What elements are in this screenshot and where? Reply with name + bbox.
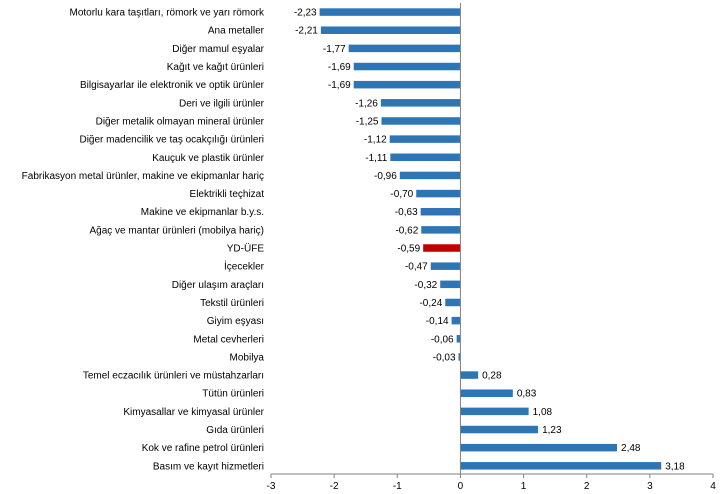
bar: [380, 99, 461, 107]
x-tick-label: 4: [710, 481, 716, 492]
value-label: -0,06: [431, 334, 454, 345]
labels-layer: Motorlu kara taşıtları, römork ve yarı r…: [22, 8, 685, 473]
bar: [460, 443, 618, 452]
value-label: -0,63: [395, 207, 418, 218]
bar: [458, 353, 461, 361]
bar: [440, 280, 461, 289]
value-label: -0,47: [405, 262, 428, 273]
category-label: Kağıt ve kağıt ürünleri: [167, 62, 264, 73]
category-label: Tütün ürünleri: [202, 389, 264, 400]
category-label: Diğer madencilik ve taş ocakçılığı ürünl…: [79, 135, 264, 146]
x-tick-label: -1: [393, 481, 402, 492]
bar: [460, 389, 513, 397]
bar: [445, 298, 461, 307]
value-label: -0,96: [374, 171, 397, 182]
bar: [353, 62, 461, 71]
value-label: -0,32: [414, 280, 437, 291]
value-label: -0,62: [395, 225, 418, 236]
x-tick-label: 2: [584, 481, 590, 492]
value-label: 0,28: [482, 371, 502, 382]
bar: [390, 153, 461, 162]
value-label: -0,03: [433, 352, 456, 363]
bar: [430, 262, 461, 270]
category-label: Elektrikli teçhizat: [190, 189, 265, 200]
category-label: Basım ve kayıt hizmetleri: [153, 461, 264, 472]
x-tick-label: 0: [458, 481, 464, 492]
value-label: 0,83: [517, 389, 537, 400]
category-label: Makine ve ekipmanlar b.y.s.: [141, 207, 264, 218]
bar: [456, 335, 461, 343]
bar: [460, 371, 479, 379]
bar: [460, 407, 529, 416]
bar: [353, 80, 461, 89]
bar: [423, 244, 461, 252]
category-label: Diğer ulaşım araçları: [172, 280, 264, 291]
bars-layer: [319, 8, 662, 470]
value-label: -1,69: [328, 80, 351, 91]
category-label: YD-ÜFE: [227, 243, 265, 255]
x-tick-label: 1: [521, 481, 527, 492]
value-label: 2,48: [621, 443, 641, 454]
category-label: Ana metaller: [208, 26, 265, 37]
bar: [460, 425, 539, 434]
value-label: -0,14: [426, 316, 449, 327]
value-label: -1,69: [328, 62, 351, 73]
category-label: Kok ve rafine petrol ürünleri: [142, 443, 264, 454]
bar: [451, 316, 461, 325]
value-label: -0,59: [397, 244, 420, 255]
value-label: 3,18: [665, 461, 685, 472]
value-label: -0,24: [419, 298, 442, 309]
category-label: Kauçuk ve plastik ürünler: [152, 153, 264, 164]
category-label: Diğer metalik olmayan mineral ürünler: [96, 116, 265, 127]
axis-layer: -3 -2 -1 0 1 2 3 4: [267, 3, 716, 492]
x-tick-label: -2: [330, 481, 339, 492]
category-label: Kimyasallar ve kimyasal ürünler: [123, 407, 264, 418]
value-label: -2,21: [295, 26, 318, 37]
value-label: -1,12: [364, 135, 387, 146]
bar: [416, 189, 461, 198]
bar: [381, 117, 461, 125]
bar: [348, 44, 461, 53]
category-label: Bilgisayarlar ile elektronik ve optik ür…: [80, 80, 265, 91]
category-label: Temel eczacılık ürünleri ve müstahzarlar…: [83, 371, 264, 382]
value-label: -1,25: [356, 116, 379, 127]
value-label: -0,70: [390, 189, 413, 200]
category-label: Mobilya: [230, 352, 265, 363]
value-label: -2,23: [294, 8, 317, 19]
category-label: Tekstil ürünleri: [200, 298, 264, 309]
category-label: Fabrikasyon metal ürünler, makine ve eki…: [22, 171, 264, 182]
bar: [421, 226, 461, 234]
bar: [389, 135, 461, 143]
category-label: Metal cevherleri: [193, 334, 264, 345]
bar: [320, 26, 461, 34]
value-label: -1,26: [355, 98, 378, 109]
bar: [420, 207, 461, 216]
category-label: Motorlu kara taşıtları, römork ve yarı r…: [70, 8, 265, 19]
value-label: 1,08: [533, 407, 553, 418]
x-tick-label: 3: [647, 481, 653, 492]
value-label: -1,77: [323, 44, 346, 55]
category-label: Deri ve ilgili ürünler: [179, 98, 265, 109]
category-label: Ağaç ve mantar ürünleri (mobilya hariç): [89, 225, 264, 236]
bar: [399, 171, 461, 180]
value-label: -1,11: [365, 153, 387, 164]
bar: [460, 462, 662, 470]
bar: [319, 8, 461, 16]
x-tick-label: -3: [267, 481, 276, 492]
category-label: İçecekler: [224, 260, 265, 273]
category-label: Diğer mamul eşyalar: [172, 44, 264, 55]
category-label: Gıda ürünleri: [206, 425, 264, 436]
value-label: 1,23: [542, 425, 562, 436]
category-label: Giyim eşyası: [207, 316, 264, 327]
